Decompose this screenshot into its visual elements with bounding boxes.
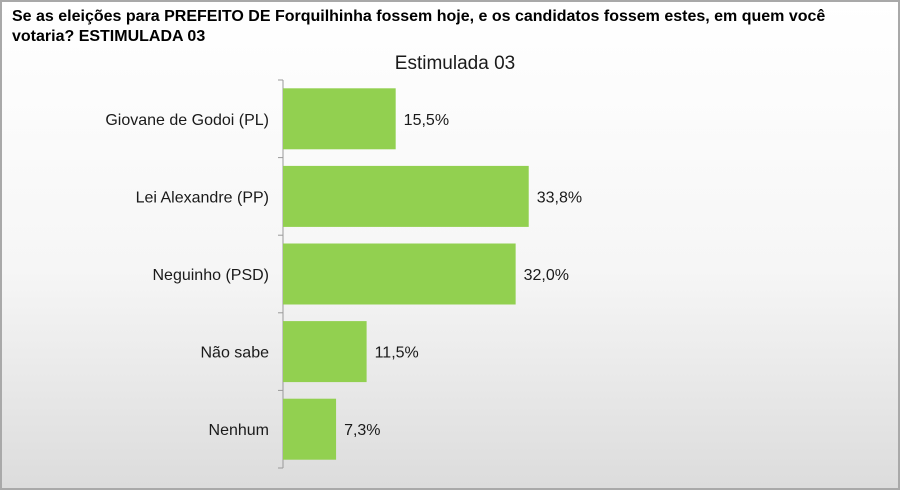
value-label: 33,8% <box>537 189 582 206</box>
value-label: 11,5% <box>375 345 419 362</box>
bar <box>283 243 516 305</box>
bar <box>283 398 337 460</box>
bar <box>283 321 367 383</box>
category-label: Giovane de Godoi (PL) <box>105 112 269 129</box>
bar <box>283 165 529 227</box>
category-label: Não sabe <box>201 345 270 362</box>
chart-title: Estimulada 03 <box>394 53 516 74</box>
bar <box>283 88 396 150</box>
category-label: Nenhum <box>209 422 269 439</box>
question-text: Se as eleições para PREFEITO DE Forquilh… <box>12 8 826 45</box>
category-label: Lei Alexandre (PP) <box>136 189 269 206</box>
category-label: Neguinho (PSD) <box>153 267 270 284</box>
value-label: 7,3% <box>344 422 380 439</box>
value-label: 15,5% <box>404 112 449 129</box>
value-label: 32,0% <box>524 267 569 284</box>
